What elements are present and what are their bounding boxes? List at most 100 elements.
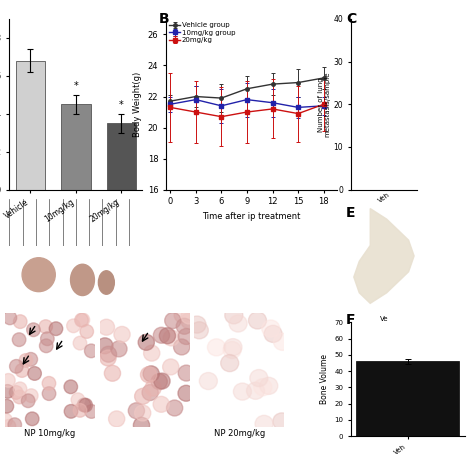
Ellipse shape bbox=[2, 387, 16, 401]
Legend: Vehicle group, 10mg/kg group, 20mg/kg: Vehicle group, 10mg/kg group, 20mg/kg bbox=[169, 22, 236, 43]
Ellipse shape bbox=[163, 366, 180, 382]
Bar bbox=[107, 123, 136, 190]
Ellipse shape bbox=[174, 407, 191, 423]
Ellipse shape bbox=[167, 396, 183, 412]
Ellipse shape bbox=[166, 326, 182, 342]
Ellipse shape bbox=[45, 395, 58, 409]
Ellipse shape bbox=[67, 368, 81, 382]
Text: E: E bbox=[346, 206, 356, 220]
Ellipse shape bbox=[32, 366, 46, 380]
Bar bbox=[356, 361, 459, 436]
Text: *: * bbox=[119, 100, 124, 110]
Ellipse shape bbox=[154, 326, 170, 342]
Ellipse shape bbox=[70, 329, 83, 343]
Ellipse shape bbox=[102, 401, 118, 417]
Ellipse shape bbox=[125, 383, 142, 398]
Ellipse shape bbox=[195, 327, 213, 344]
Ellipse shape bbox=[206, 387, 224, 404]
Ellipse shape bbox=[15, 419, 28, 433]
Y-axis label: Body Weight(g): Body Weight(g) bbox=[133, 72, 142, 137]
Ellipse shape bbox=[5, 392, 18, 405]
Text: F: F bbox=[346, 313, 356, 327]
Ellipse shape bbox=[55, 375, 69, 389]
Ellipse shape bbox=[53, 406, 66, 419]
Text: NP 10mg/kg: NP 10mg/kg bbox=[24, 429, 75, 438]
Ellipse shape bbox=[118, 408, 134, 424]
Ellipse shape bbox=[49, 385, 62, 398]
Ellipse shape bbox=[61, 341, 74, 355]
Ellipse shape bbox=[216, 406, 234, 423]
Ellipse shape bbox=[206, 366, 224, 383]
Ellipse shape bbox=[93, 325, 109, 341]
Ellipse shape bbox=[262, 322, 280, 339]
Ellipse shape bbox=[74, 402, 87, 416]
Ellipse shape bbox=[95, 412, 111, 428]
Ellipse shape bbox=[99, 271, 114, 294]
Ellipse shape bbox=[128, 322, 145, 337]
Ellipse shape bbox=[253, 361, 271, 378]
Ellipse shape bbox=[117, 390, 133, 406]
Ellipse shape bbox=[133, 325, 149, 341]
Ellipse shape bbox=[67, 351, 81, 365]
Ellipse shape bbox=[147, 393, 164, 409]
Ellipse shape bbox=[23, 357, 37, 371]
Ellipse shape bbox=[132, 336, 148, 352]
Ellipse shape bbox=[53, 344, 66, 357]
Ellipse shape bbox=[265, 309, 283, 326]
Ellipse shape bbox=[272, 416, 290, 433]
Ellipse shape bbox=[144, 390, 160, 405]
Ellipse shape bbox=[79, 331, 93, 345]
Ellipse shape bbox=[98, 320, 114, 336]
Ellipse shape bbox=[13, 332, 27, 346]
Ellipse shape bbox=[8, 324, 21, 337]
Ellipse shape bbox=[25, 363, 39, 377]
Ellipse shape bbox=[33, 411, 46, 425]
Ellipse shape bbox=[41, 356, 55, 369]
Ellipse shape bbox=[83, 317, 97, 330]
Bar bbox=[61, 104, 91, 190]
Ellipse shape bbox=[78, 375, 92, 389]
Ellipse shape bbox=[92, 409, 109, 425]
Ellipse shape bbox=[135, 376, 151, 392]
Text: Veh: Veh bbox=[377, 192, 391, 204]
Ellipse shape bbox=[187, 410, 205, 428]
X-axis label: Time after ip treatment: Time after ip treatment bbox=[202, 212, 301, 221]
Ellipse shape bbox=[109, 336, 125, 352]
Ellipse shape bbox=[176, 377, 192, 393]
Text: C: C bbox=[346, 12, 356, 26]
Ellipse shape bbox=[187, 342, 205, 359]
Polygon shape bbox=[354, 209, 414, 303]
Text: Ve: Ve bbox=[380, 316, 388, 322]
Ellipse shape bbox=[38, 383, 52, 396]
Ellipse shape bbox=[7, 391, 21, 405]
Ellipse shape bbox=[114, 317, 130, 333]
Ellipse shape bbox=[9, 314, 23, 328]
Ellipse shape bbox=[234, 348, 252, 365]
Ellipse shape bbox=[117, 322, 133, 338]
Ellipse shape bbox=[7, 369, 21, 383]
Ellipse shape bbox=[29, 356, 43, 369]
Ellipse shape bbox=[234, 334, 252, 351]
Ellipse shape bbox=[164, 332, 180, 348]
Ellipse shape bbox=[213, 417, 231, 434]
Ellipse shape bbox=[116, 379, 132, 395]
Text: NP 20mg/kg: NP 20mg/kg bbox=[214, 429, 265, 438]
Ellipse shape bbox=[14, 398, 27, 412]
Ellipse shape bbox=[142, 362, 159, 378]
Text: *: * bbox=[73, 81, 78, 91]
Bar bbox=[16, 61, 45, 190]
Ellipse shape bbox=[64, 416, 77, 429]
Ellipse shape bbox=[6, 327, 19, 340]
Ellipse shape bbox=[114, 390, 130, 405]
Ellipse shape bbox=[71, 264, 94, 296]
Y-axis label: Number of lung
metastasis/sample: Number of lung metastasis/sample bbox=[318, 72, 330, 137]
Ellipse shape bbox=[6, 377, 20, 391]
Text: B: B bbox=[159, 12, 169, 26]
Ellipse shape bbox=[139, 332, 155, 348]
Ellipse shape bbox=[167, 355, 183, 371]
Ellipse shape bbox=[227, 310, 245, 327]
Ellipse shape bbox=[245, 386, 263, 403]
Ellipse shape bbox=[121, 346, 137, 362]
Y-axis label: Bone Volume: Bone Volume bbox=[319, 354, 328, 404]
Ellipse shape bbox=[133, 408, 149, 424]
